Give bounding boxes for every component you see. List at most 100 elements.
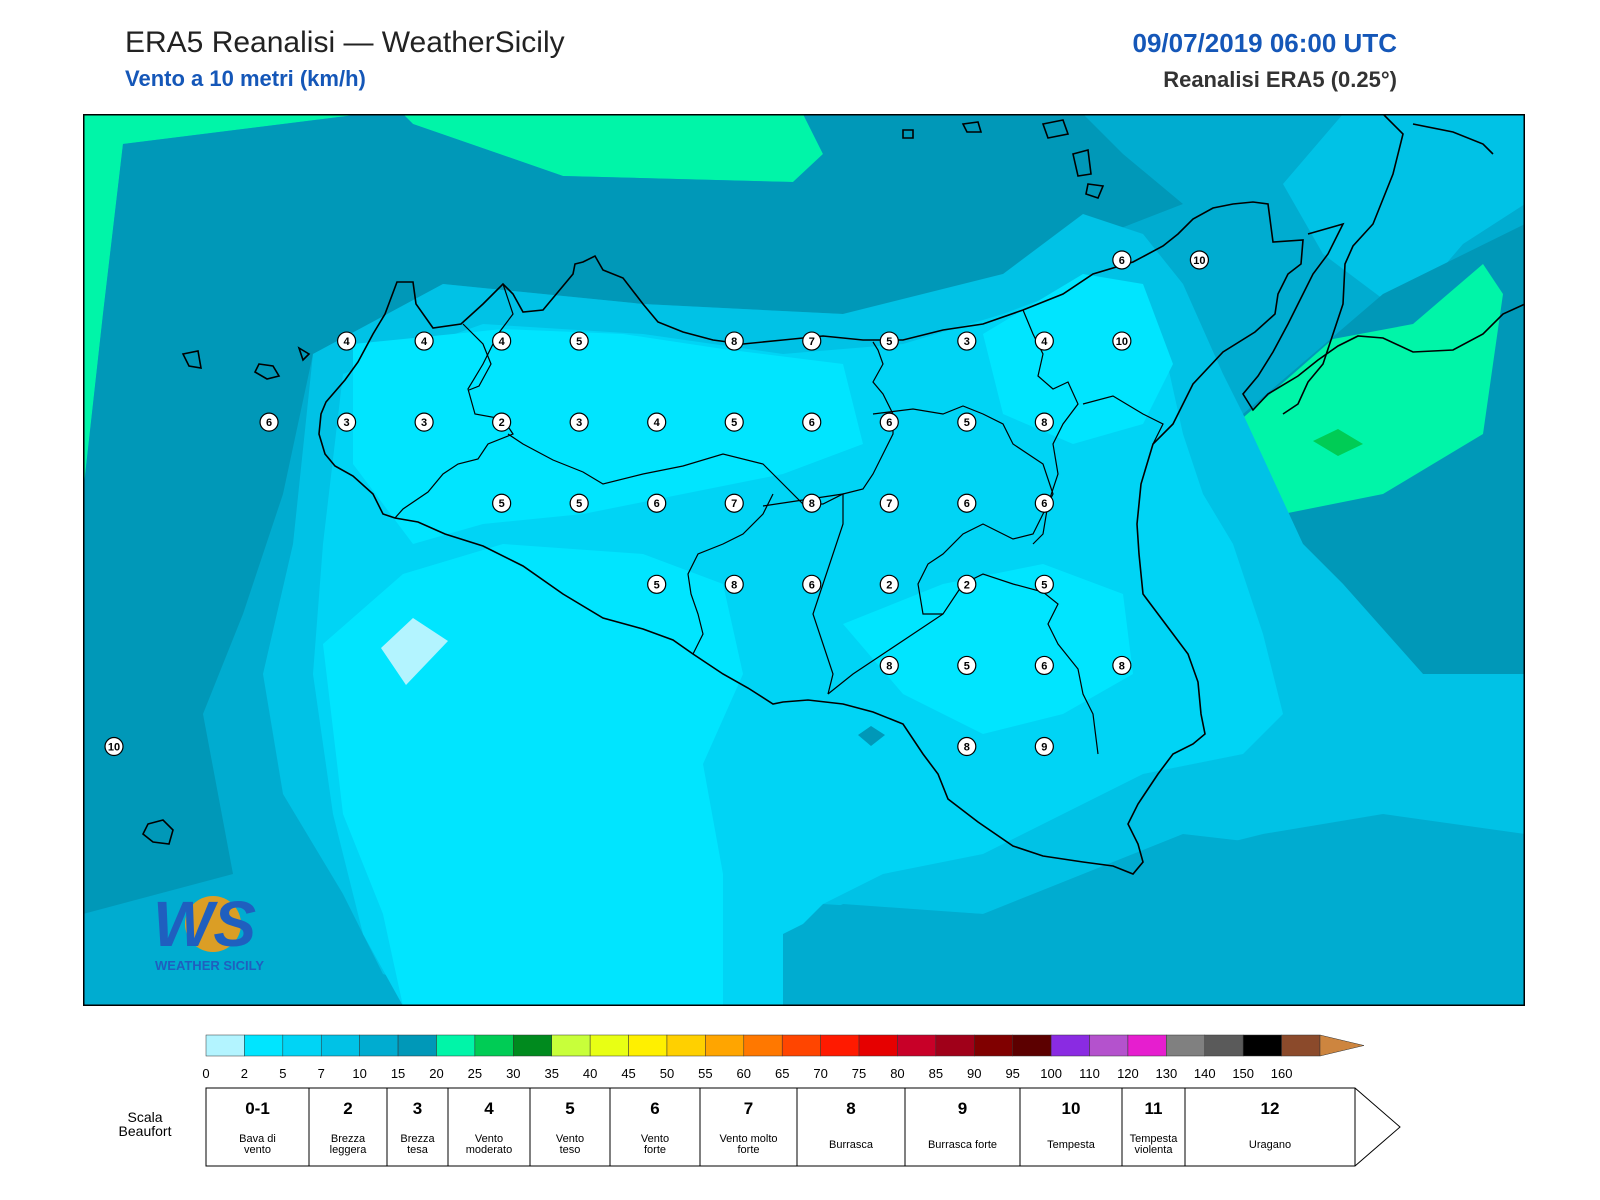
station-marker: 10: [1112, 331, 1132, 351]
province-borders: [394, 283, 1164, 755]
beaufort-label: Scala Beaufort: [119, 1109, 172, 1139]
colorbar-swatch: [551, 1034, 591, 1057]
station-value: 6: [1041, 498, 1047, 510]
colorbar-swatch: [282, 1034, 322, 1057]
colorbar-swatch: [628, 1034, 668, 1057]
colorbar-tick-label: 130: [1155, 1066, 1177, 1081]
station-value: 3: [576, 417, 582, 429]
station-value: 5: [964, 417, 970, 429]
station-marker: 7: [879, 493, 899, 513]
beaufort-cell: 10 Tempesta: [1019, 1087, 1123, 1167]
station-circle: [724, 493, 744, 513]
beaufort-cell: 4 Vento moderato: [447, 1087, 531, 1167]
station-circle: [647, 493, 667, 513]
colorbar-swatch: [359, 1034, 399, 1057]
station-value: 5: [1041, 579, 1047, 591]
colorbar-tick-label: 65: [775, 1066, 789, 1081]
station-circle: [957, 331, 977, 351]
colorbar-swatch: [820, 1034, 860, 1057]
station-circle: [1112, 655, 1132, 676]
station-value: 8: [809, 498, 815, 510]
model-info: Reanalisi ERA5 (0.25°): [1163, 67, 1397, 92]
station-value: 8: [731, 579, 737, 591]
station-circle: [1112, 250, 1132, 270]
wind-map: 4 4 4 5 8 7 5 3 4 10 6 10 6 3 3 2 3 4 5 6 6 5 8 5 5 6 7 8 7 6 6 5 8 6 2 2 5 8…: [83, 114, 1525, 1006]
station-circle: [879, 412, 899, 432]
station-circle: [1034, 574, 1054, 594]
station-marker: 5: [957, 412, 977, 432]
beaufort-cell: 6 Vento forte: [609, 1087, 701, 1167]
station-value: 5: [499, 498, 505, 510]
beaufort-cell: 3 Brezza tesa: [386, 1087, 449, 1167]
station-marker: 6: [1034, 493, 1054, 513]
station-value: 8: [886, 660, 892, 672]
station-marker: 6: [647, 493, 667, 513]
station-circle: [492, 412, 512, 432]
station-value: 10: [1116, 336, 1128, 348]
station-marker: 9: [1034, 736, 1054, 757]
station-circle: [647, 412, 667, 432]
beaufort-cell: 5 Vento teso: [529, 1087, 611, 1167]
station-value: 5: [964, 660, 970, 672]
colorbar-tick-label: 50: [660, 1066, 674, 1081]
station-marker: 3: [957, 331, 977, 351]
station-marker: 5: [879, 331, 899, 351]
station-value: 8: [964, 742, 970, 754]
station-marker: 4: [336, 331, 357, 351]
station-value: 7: [731, 498, 737, 510]
station-circle: [879, 574, 899, 594]
beaufort-cell: 7 Vento molto forte: [699, 1087, 798, 1167]
station-value: 4: [654, 417, 661, 429]
station-circle: [879, 655, 899, 676]
beaufort-description: Vento teso: [556, 1133, 584, 1156]
station-marker: 8: [1034, 412, 1054, 432]
station-circle: [879, 493, 899, 513]
beaufort-number: 10: [1062, 1099, 1081, 1118]
colorbar-tick-label: 140: [1194, 1066, 1216, 1081]
station-circle: [957, 493, 977, 513]
colorbar-tick-label: 60: [737, 1066, 751, 1081]
beaufort-number: 6: [650, 1099, 659, 1118]
colorbar-swatch: [244, 1034, 284, 1057]
station-value: 7: [886, 498, 892, 510]
colorbar-swatch: [320, 1034, 360, 1057]
colorbar-tick-label: 100: [1040, 1066, 1062, 1081]
station-marker: 8: [724, 574, 744, 594]
beaufort-cell: 2 Brezza leggera: [308, 1087, 388, 1167]
colorbar-swatch: [743, 1034, 783, 1057]
beaufort-description: Tempesta: [1047, 1139, 1096, 1151]
station-value: 9: [1041, 742, 1047, 754]
station-value: 6: [809, 417, 815, 429]
colorbar-swatch: [589, 1034, 629, 1057]
station-circle: [802, 331, 822, 351]
beaufort-description: Brezza tesa: [400, 1133, 435, 1156]
station-circle: [569, 493, 589, 513]
beaufort-number: 7: [744, 1099, 753, 1118]
beaufort-description: Burrasca forte: [928, 1139, 997, 1151]
station-circle: [414, 412, 434, 432]
station-marker: 6: [1112, 250, 1132, 270]
station-value: 6: [1119, 255, 1125, 267]
beaufort-cell: 12 Uragano: [1184, 1087, 1401, 1167]
station-marker: 6: [259, 412, 279, 432]
colorbar-tick-label: 30: [506, 1066, 520, 1081]
colorbar-tick-label: 45: [621, 1066, 635, 1081]
station-marker: 5: [957, 655, 977, 676]
station-marker: 3: [336, 412, 357, 432]
station-marker: 2: [879, 574, 899, 594]
colorbar-swatch: [666, 1034, 706, 1057]
station-value: 5: [654, 579, 660, 591]
colorbar-tick-label: 80: [890, 1066, 904, 1081]
colorbar-swatch: [397, 1034, 437, 1057]
beaufort-number: 0-1: [245, 1099, 270, 1118]
station-marker: 8: [802, 493, 822, 513]
colorbar-tick-label: 70: [813, 1066, 827, 1081]
beaufort-description: Burrasca: [829, 1139, 874, 1151]
coastline: [141, 114, 1525, 875]
station-value: 7: [809, 336, 815, 348]
station-circle: [492, 493, 512, 513]
station-value: 5: [886, 336, 892, 348]
beaufort-number: 9: [958, 1099, 967, 1118]
station-circle: [957, 655, 977, 676]
station-marker: 6: [957, 493, 977, 513]
